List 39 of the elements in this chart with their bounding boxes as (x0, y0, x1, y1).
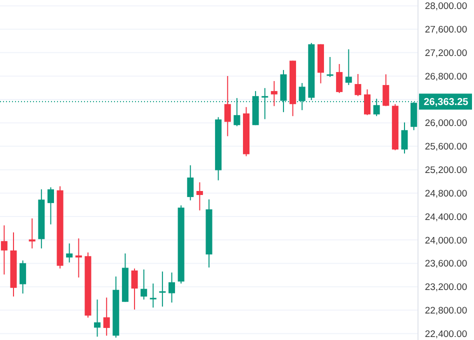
candlestick (326, 56, 334, 78)
candlestick (224, 76, 231, 137)
candlestick (196, 182, 203, 211)
candlestick (47, 186, 54, 225)
y-tick-label: 25,600.00 (424, 142, 468, 153)
y-tick-label: 26,800.00 (424, 71, 468, 82)
candlestick (66, 242, 73, 263)
candlestick (159, 271, 166, 308)
y-tick-label: 24,400.00 (424, 212, 468, 223)
candlestick (270, 80, 278, 107)
y-tick-label: 27,600.00 (424, 24, 468, 36)
candlestick (0, 224, 8, 276)
candlestick (20, 260, 26, 294)
candlestick (354, 74, 362, 97)
candlestick (187, 164, 194, 201)
y-tick-label: 28,000.00 (424, 1, 468, 12)
ref-line-label: 26,363.25 (424, 97, 469, 108)
candlestick (28, 218, 36, 249)
y-tick-label: 25,200.00 (424, 165, 468, 176)
candlestick (345, 48, 352, 86)
candlestick (364, 88, 371, 116)
candlestick (103, 297, 110, 336)
y-tick-label: 24,000.00 (424, 235, 468, 246)
y-tick-label: 23,200.00 (424, 282, 468, 294)
y-tick-label: 26,000.00 (424, 118, 468, 130)
y-tick-label: 27,200.00 (424, 48, 468, 59)
y-tick-label: 22,400.00 (424, 328, 468, 340)
y-tick-label: 22,800.00 (424, 305, 468, 316)
candlestick (75, 238, 82, 278)
candlestick (382, 74, 390, 107)
candlestick (94, 299, 101, 338)
y-tick-label: 24,800.00 (424, 188, 468, 200)
candlestick (131, 268, 138, 310)
y-tick-label: 23,600.00 (424, 258, 468, 270)
candlestick (140, 268, 148, 300)
candlestick (401, 122, 408, 154)
candlestick (150, 283, 156, 308)
candlestick (168, 272, 176, 304)
candlestick (336, 64, 343, 94)
